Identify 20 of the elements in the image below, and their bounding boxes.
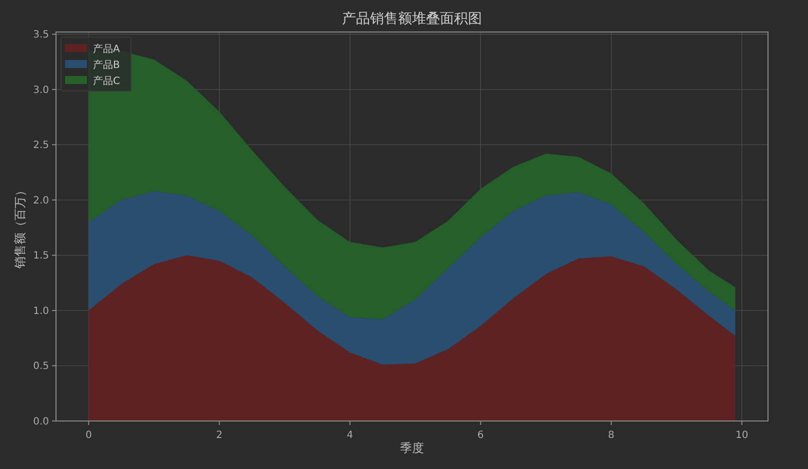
legend-label: 产品A	[93, 43, 120, 55]
legend-label: 产品C	[93, 75, 120, 87]
x-tick-label: 8	[608, 430, 614, 441]
y-tick-label: 0.0	[33, 416, 49, 428]
y-tick-label: 1.5	[33, 250, 49, 262]
legend-label: 产品B	[93, 59, 120, 71]
x-tick-label: 10	[736, 430, 748, 441]
x-tick-label: 6	[477, 430, 484, 441]
chart-title: 产品销售额堆叠面积图	[342, 11, 482, 27]
y-tick-label: 1.0	[33, 306, 49, 317]
y-tick-label: 0.5	[33, 361, 49, 372]
x-axis-title: 季度	[400, 441, 424, 455]
y-tick-label: 3.0	[33, 84, 49, 96]
y-tick-label: 3.5	[33, 30, 49, 41]
x-tick-label: 4	[346, 430, 354, 441]
x-tick-label: 2	[216, 430, 222, 441]
y-axis-title: 销售额（百万）	[13, 184, 27, 270]
y-tick-label: 2.0	[33, 195, 49, 206]
y-tick-label: 2.5	[33, 140, 49, 152]
x-tick-label: 0	[85, 430, 92, 441]
